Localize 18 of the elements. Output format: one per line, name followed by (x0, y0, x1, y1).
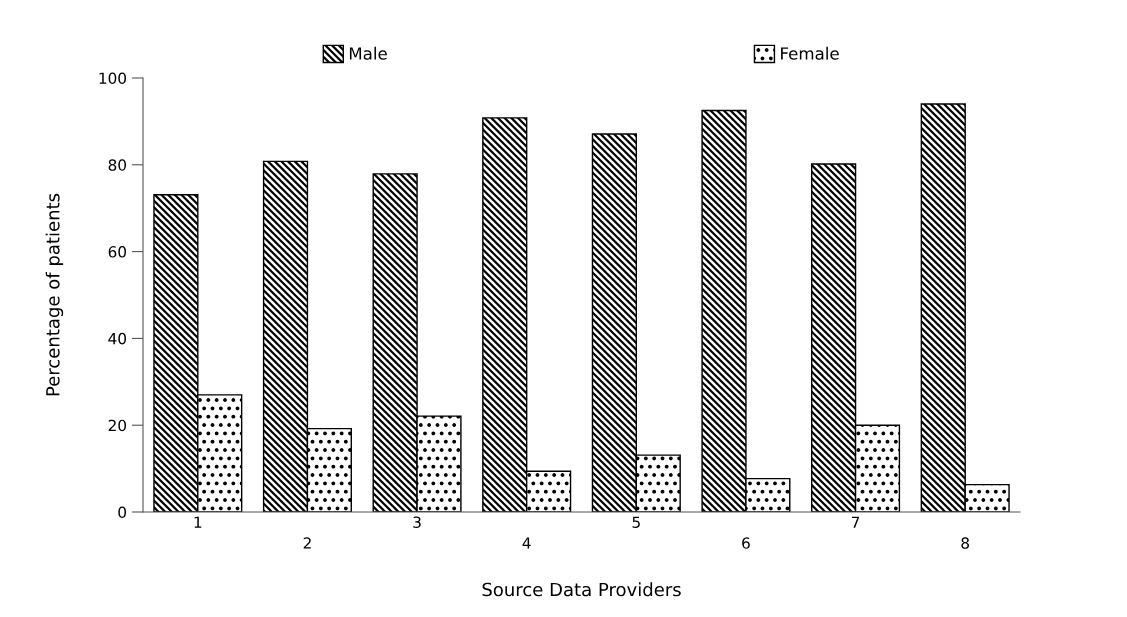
y-tick-label: 20 (108, 419, 127, 432)
x-tick-label: 6 (742, 537, 750, 549)
x-tick-label: 7 (851, 516, 860, 528)
x-tick-label: 8 (961, 537, 969, 549)
x-axis-title: Source Data Providers (482, 582, 681, 597)
y-tick-label: 100 (99, 72, 127, 85)
legend-label: Male (349, 46, 387, 60)
legend-label: Female (781, 46, 839, 60)
x-tick-label: 3 (413, 516, 421, 528)
y-axis-title: Percentage of patients (45, 193, 64, 396)
x-tick-label: 4 (522, 537, 531, 549)
x-tick-label: 5 (632, 516, 640, 528)
x-tick-label: 1 (194, 516, 202, 528)
y-tick-label: 40 (108, 332, 127, 345)
y-tick-label: 60 (108, 246, 127, 258)
x-tick-label: 2 (303, 537, 311, 549)
y-tick-label: 0 (118, 506, 127, 519)
y-tick-label: 80 (108, 159, 127, 171)
